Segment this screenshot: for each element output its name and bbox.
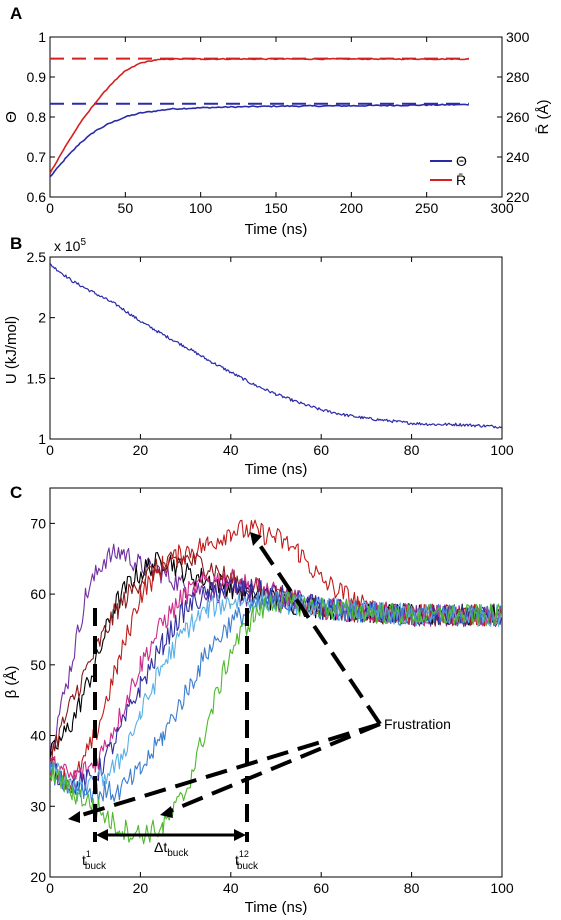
panel-label-b: B — [10, 234, 22, 253]
panel-a-xtick-label: 0 — [46, 200, 54, 216]
panel-b-ytick-label: 2.5 — [27, 249, 47, 265]
tbuck12-label: t12 buck — [235, 849, 259, 872]
panel-c-series-2 — [50, 551, 502, 765]
delta-t-label: Δtbuck — [154, 839, 189, 859]
panel-b-frame — [49, 256, 503, 440]
panel-a-xlabel: Time (ns) — [245, 221, 308, 238]
panel-a-ytick-label: 0.6 — [27, 189, 47, 205]
frustration-arrowhead-3 — [160, 806, 173, 818]
tbuck1-label: t1 buck — [82, 849, 107, 872]
panel-c-xtick-label: 80 — [404, 880, 420, 896]
panel-a-ytick-label: 0.8 — [27, 109, 47, 125]
panel-a-series-1 — [50, 57, 469, 174]
panel-a-y2tick-label: 280 — [506, 69, 530, 85]
panel-c-ytick-label: 50 — [30, 657, 46, 673]
panel-c-ytick-label: 60 — [30, 586, 46, 602]
panel-c-frame — [49, 487, 503, 878]
panel-b-ytick-label: 1 — [38, 431, 46, 447]
panel-b-xtick-label: 60 — [313, 442, 329, 458]
frustration-arrow-1 — [253, 536, 382, 726]
panel-c-xlabel: Time (ns) — [245, 899, 308, 916]
legend-rbar-label: R̄ — [456, 172, 466, 188]
panel-a-frame — [49, 36, 503, 198]
delta-t-arrowhead-left — [96, 829, 108, 841]
panel-a-xtick-label: 100 — [189, 200, 213, 216]
panel-c-series-3 — [50, 519, 502, 793]
panel-b-multiplier: x 105 — [54, 237, 86, 254]
frustration-arrow-2 — [74, 722, 381, 819]
legend-theta-label: Θ — [456, 153, 467, 169]
panel-b-xtick-label: 40 — [223, 442, 239, 458]
panel-c-xtick-label: 100 — [490, 880, 514, 896]
panel-b-series-0 — [50, 262, 502, 429]
panel-a-xtick-label: 200 — [340, 200, 364, 216]
panel-c-series-1 — [50, 551, 502, 762]
panel-a-legend: Θ R̄ — [430, 153, 467, 188]
panel-a-y2tick-label: 260 — [506, 109, 530, 125]
panel-label-a: A — [10, 4, 22, 23]
panel-a: 0 50 100 150 200 250 300 0.6 0.7 0.8 0.9 1 220 240 260… — [3, 29, 552, 238]
panel-b: 0 20 40 60 80 100 1 1.5 2 2.5 Time (ns) U (kJ/mol… — [3, 237, 514, 478]
panel-a-y2tick-label: 300 — [506, 29, 530, 45]
panel-c-annotations: Frustration Δtbuck t1 buck t12 buck — [68, 532, 451, 872]
panel-label-c: C — [10, 483, 22, 502]
panel-a-xtick-label: 300 — [490, 200, 514, 216]
panel-c-ytick-label: 30 — [30, 798, 46, 814]
panel-a-y2tick-label: 240 — [506, 149, 530, 165]
frustration-arrowhead-2 — [68, 811, 80, 823]
panel-a-ytick-label: 0.7 — [27, 149, 47, 165]
panel-a-ytick-label: 0.9 — [27, 69, 47, 85]
panel-c-ytick-label: 40 — [30, 728, 46, 744]
panel-c-ylabel: β (Å) — [3, 666, 20, 699]
panel-a-ytick-label: 1 — [38, 29, 46, 45]
panel-c-ytick-label: 70 — [30, 515, 46, 531]
frustration-label: Frustration — [384, 716, 451, 732]
panel-b-xlabel: Time (ns) — [245, 461, 308, 478]
panel-b-ytick-label: 1.5 — [27, 370, 47, 386]
panel-a-y2tick-label: 220 — [506, 189, 530, 205]
panel-b-ytick-label: 2 — [38, 310, 46, 326]
delta-t-arrowhead-right — [234, 829, 246, 841]
panel-b-ylabel: U (kJ/mol) — [3, 316, 20, 384]
panel-c-xtick-label: 0 — [46, 880, 54, 896]
panel-b-xtick-label: 100 — [490, 442, 514, 458]
panel-b-xtick-label: 80 — [404, 442, 420, 458]
panel-c-xtick-label: 40 — [223, 880, 239, 896]
panel-a-xtick-label: 150 — [264, 200, 288, 216]
panel-c-series-4 — [50, 568, 502, 780]
panel-c-xtick-label: 60 — [313, 880, 329, 896]
panel-a-ylabel: Θ — [3, 111, 20, 123]
panel-b-xtick-label: 0 — [46, 442, 54, 458]
panel-c-ytick-label: 20 — [30, 869, 46, 885]
frustration-arrow-3 — [167, 722, 381, 814]
panel-a-series-0 — [50, 103, 470, 178]
frustration-arrowhead-1 — [250, 532, 262, 546]
panel-a-xtick-label: 250 — [415, 200, 439, 216]
panel-b-xtick-label: 20 — [133, 442, 149, 458]
panel-a-y2label: R̄ (Å) — [535, 100, 552, 135]
panel-a-xtick-label: 50 — [118, 200, 134, 216]
panel-c-xtick-label: 20 — [133, 880, 149, 896]
